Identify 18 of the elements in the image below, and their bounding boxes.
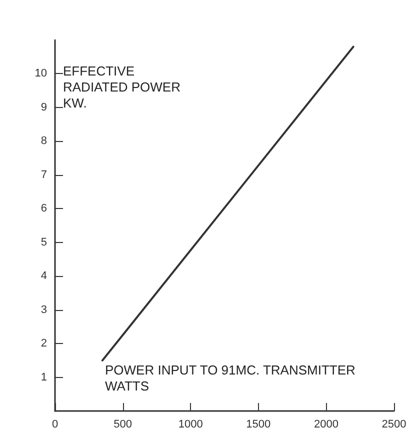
y-tick-label: 5 <box>40 236 47 248</box>
y-tick-label: 10 <box>34 68 47 80</box>
x-tick-label: 2500 <box>382 418 406 430</box>
y-tick-label: 8 <box>40 135 47 148</box>
x-tick-label: 1500 <box>246 418 271 430</box>
y-tick-label: 4 <box>40 270 47 282</box>
y-tick-label: 7 <box>40 168 47 181</box>
x-axis-title: POWER INPUT TO 91MC. TRANSMITTER WATTS <box>105 362 360 394</box>
x-tick-label: 500 <box>114 418 132 430</box>
x-tick-label: 0 <box>52 418 58 430</box>
y-tick-label: 2 <box>40 338 47 350</box>
x-tick-label: 1000 <box>178 418 203 430</box>
y-tick-label: 3 <box>40 304 47 316</box>
y-tick-label: 6 <box>40 202 47 215</box>
y-axis-title: EFFECTIVE RADIATED POWER KW. <box>63 64 184 110</box>
y-tick-label: 1 <box>40 371 47 384</box>
x-tick-label: 2000 <box>314 418 338 430</box>
y-tick-label: 9 <box>40 101 47 114</box>
